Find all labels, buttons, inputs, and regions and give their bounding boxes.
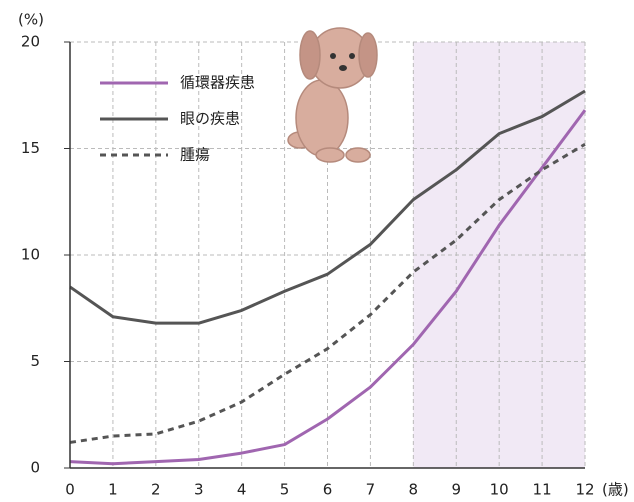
x-tick-label: 6 xyxy=(323,481,333,499)
x-unit: (歳) xyxy=(602,481,629,499)
x-tick-label: 3 xyxy=(194,481,204,499)
x-tick-label: 8 xyxy=(409,481,419,499)
y-tick-label: 5 xyxy=(30,352,40,370)
y-tick-label: 10 xyxy=(21,246,40,264)
x-tick-label: 2 xyxy=(151,481,161,499)
y-tick-label: 15 xyxy=(21,139,40,157)
legend-label: 循環器疾患 xyxy=(180,74,255,92)
x-tick-label: 7 xyxy=(366,481,376,499)
x-tick-label: 12 xyxy=(575,481,594,499)
legend-label: 腫瘍 xyxy=(180,146,210,164)
x-tick-label: 9 xyxy=(451,481,461,499)
dog-illustration xyxy=(287,27,378,163)
x-tick-label: 1 xyxy=(108,481,118,499)
y-tick-label: 20 xyxy=(21,33,40,51)
x-tick-label: 11 xyxy=(533,481,552,499)
x-tick-label: 4 xyxy=(237,481,247,499)
legend-label: 眼の疾患 xyxy=(180,110,240,128)
x-tick-label: 5 xyxy=(280,481,290,499)
series-line xyxy=(69,89,586,325)
x-tick-label: 0 xyxy=(65,481,75,499)
y-unit: (%) xyxy=(18,11,44,29)
y-tick-label: 0 xyxy=(30,459,40,477)
series-line xyxy=(69,142,586,444)
series-line xyxy=(69,109,587,466)
x-tick-label: 10 xyxy=(490,481,509,499)
